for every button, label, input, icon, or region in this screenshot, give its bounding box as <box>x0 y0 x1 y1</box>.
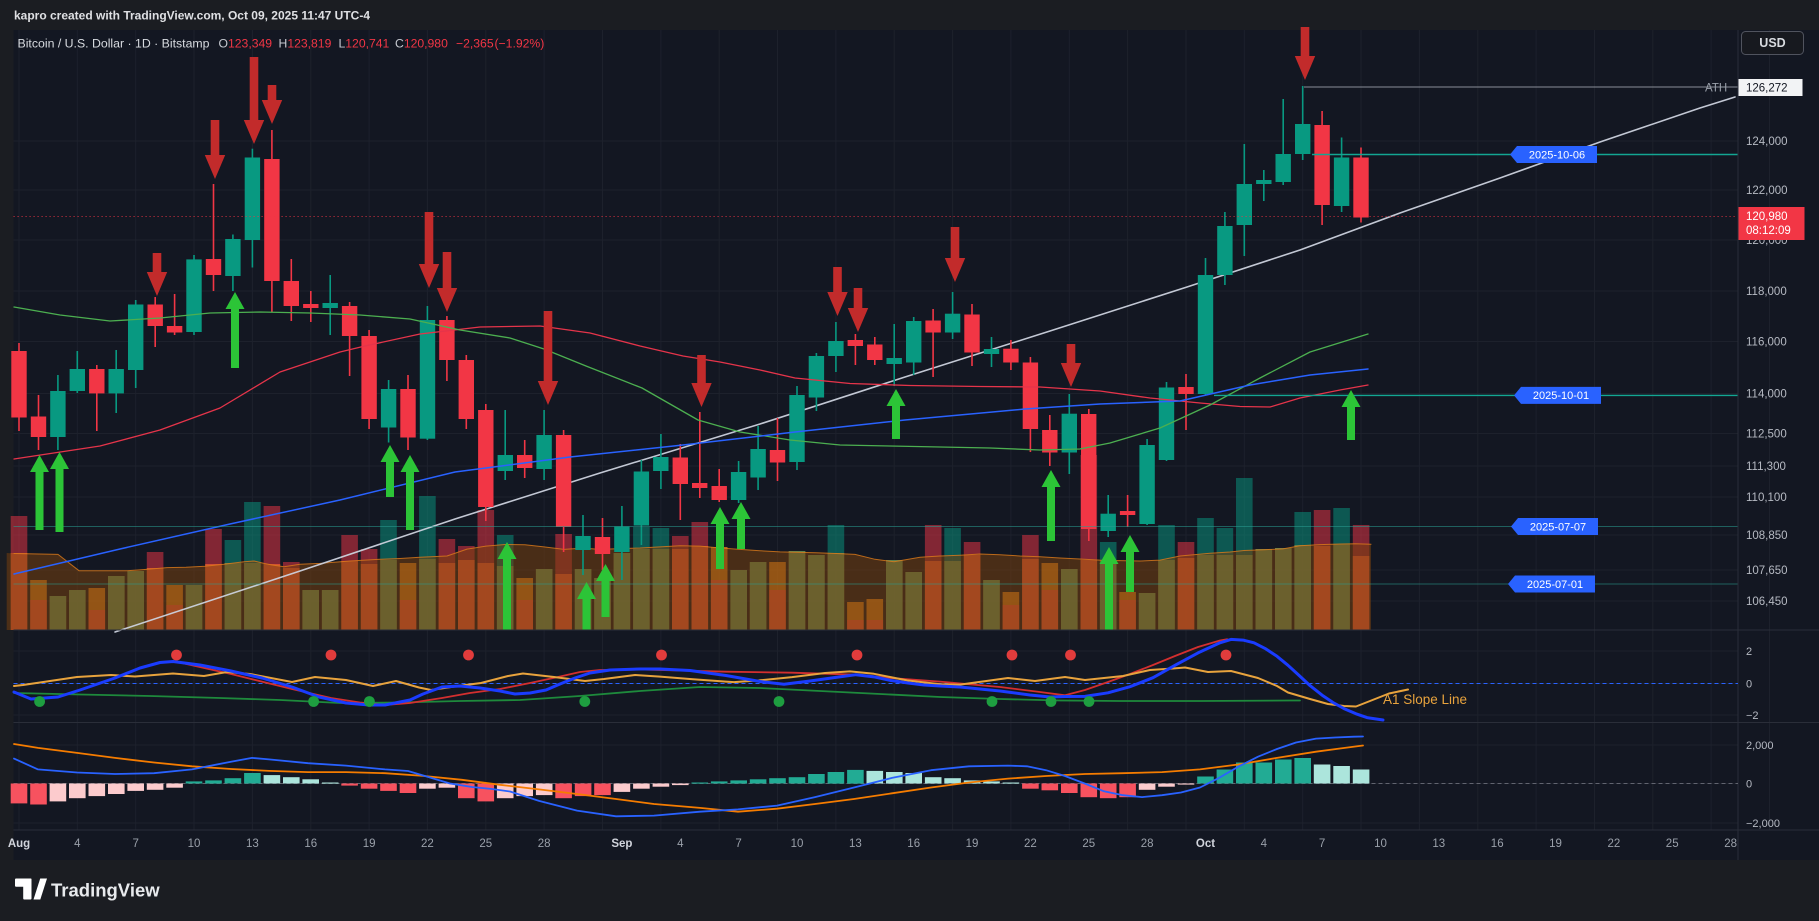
svg-text:4: 4 <box>74 838 81 850</box>
svg-text:A1 Slope Line: A1 Slope Line <box>1383 692 1467 707</box>
svg-text:19: 19 <box>363 838 376 850</box>
svg-text:110,100: 110,100 <box>1746 492 1787 504</box>
svg-text:19: 19 <box>1549 838 1562 850</box>
svg-text:22: 22 <box>421 838 434 850</box>
svg-text:112,500: 112,500 <box>1746 429 1787 441</box>
svg-text:4: 4 <box>1261 838 1268 850</box>
svg-text:2025-10-01: 2025-10-01 <box>1533 390 1589 402</box>
svg-text:0: 0 <box>1746 779 1752 791</box>
svg-text:TradingView: TradingView <box>51 880 160 901</box>
svg-text:2: 2 <box>1746 646 1752 658</box>
svg-text:122,000: 122,000 <box>1746 185 1788 197</box>
svg-text:4: 4 <box>677 838 684 850</box>
svg-text:13: 13 <box>246 838 259 850</box>
svg-text:ATH: ATH <box>1705 83 1727 95</box>
svg-text:USD: USD <box>1759 36 1785 50</box>
svg-text:2025-07-01: 2025-07-01 <box>1527 579 1583 591</box>
svg-text:kapro created with TradingView: kapro created with TradingView.com, Oct … <box>14 9 370 23</box>
svg-text:25: 25 <box>1666 838 1679 850</box>
svg-text:16: 16 <box>1491 838 1504 850</box>
svg-text:126,272: 126,272 <box>1746 83 1788 95</box>
svg-text:118,000: 118,000 <box>1746 286 1787 298</box>
svg-text:Aug: Aug <box>8 838 30 850</box>
svg-text:22: 22 <box>1024 838 1037 850</box>
svg-text:Sep: Sep <box>611 838 632 850</box>
svg-text:−2: −2 <box>1746 710 1759 722</box>
svg-text:0: 0 <box>1746 679 1752 691</box>
svg-text:25: 25 <box>1082 838 1095 850</box>
svg-text:116,000: 116,000 <box>1746 337 1787 349</box>
svg-text:7: 7 <box>1319 838 1325 850</box>
svg-text:28: 28 <box>538 838 551 850</box>
svg-text:7: 7 <box>735 838 741 850</box>
svg-text:22: 22 <box>1608 838 1621 850</box>
svg-text:2025-07-07: 2025-07-07 <box>1530 521 1586 533</box>
svg-text:25: 25 <box>479 838 492 850</box>
svg-text:2,000: 2,000 <box>1746 740 1774 752</box>
svg-text:10: 10 <box>188 838 201 850</box>
svg-text:28: 28 <box>1141 838 1154 850</box>
svg-text:7: 7 <box>132 838 138 850</box>
svg-text:114,000: 114,000 <box>1746 389 1787 401</box>
svg-text:13: 13 <box>1432 838 1445 850</box>
svg-text:107,650: 107,650 <box>1746 565 1788 577</box>
svg-text:124,000: 124,000 <box>1746 136 1788 148</box>
svg-text:28: 28 <box>1724 838 1737 850</box>
svg-text:19: 19 <box>966 838 979 850</box>
svg-text:Oct: Oct <box>1196 838 1215 850</box>
svg-text:111,300: 111,300 <box>1746 461 1786 473</box>
svg-text:Bitcoin / U.S. Dollar · 1D · B: Bitcoin / U.S. Dollar · 1D · Bitstamp <box>18 37 210 51</box>
svg-text:120,980: 120,980 <box>1746 211 1788 223</box>
svg-text:16: 16 <box>304 838 317 850</box>
svg-text:2025-10-06: 2025-10-06 <box>1529 149 1585 161</box>
svg-text:13: 13 <box>849 838 862 850</box>
svg-text:108,850: 108,850 <box>1746 530 1788 542</box>
svg-text:−2,000: −2,000 <box>1746 818 1780 830</box>
svg-text:08:12:09: 08:12:09 <box>1746 225 1791 237</box>
svg-text:106,450: 106,450 <box>1746 596 1788 608</box>
svg-text:10: 10 <box>791 838 804 850</box>
svg-text:16: 16 <box>907 838 920 850</box>
svg-text:10: 10 <box>1374 838 1387 850</box>
